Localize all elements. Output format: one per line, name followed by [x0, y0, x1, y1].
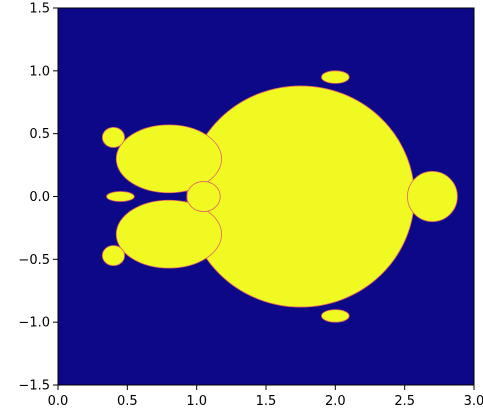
y-tick-label: 1.5 [29, 2, 50, 17]
region-top-bulb [321, 70, 350, 84]
x-tick-label: 1.0 [186, 394, 207, 409]
region-lower-left-lobe [115, 199, 223, 269]
y-tick-label: 0.5 [29, 127, 50, 142]
y-tick-label: −1.5 [18, 379, 50, 394]
region-upper-left-bulb [101, 126, 125, 148]
region-right-lobe [407, 170, 458, 223]
region-left-tip [106, 191, 135, 202]
region-bottom-bulb [321, 309, 350, 323]
y-axis: 1.5 1.0 0.5 0.0 −0.5 −1.0 −1.5 [18, 2, 58, 394]
x-tick-label: 3.0 [464, 394, 483, 409]
region-main-body [186, 85, 415, 308]
x-tick-label: 2.0 [325, 394, 346, 409]
x-axis: 0.0 0.5 1.0 1.5 2.0 2.5 3.0 [48, 385, 483, 409]
y-tick-label: 0.0 [29, 190, 50, 205]
x-tick-label: 2.5 [394, 394, 415, 409]
y-tick-label: −0.5 [18, 253, 50, 268]
region-upper-left-lobe [115, 124, 223, 194]
x-tick-label: 0.0 [48, 394, 69, 409]
y-tick-label: −1.0 [18, 316, 50, 331]
y-tick-label: 1.0 [29, 64, 50, 79]
region-neck [186, 181, 221, 212]
x-tick-label: 0.5 [117, 394, 138, 409]
region-lower-left-bulb [101, 245, 125, 267]
x-tick-label: 1.5 [256, 394, 277, 409]
regions-layer [101, 70, 458, 323]
